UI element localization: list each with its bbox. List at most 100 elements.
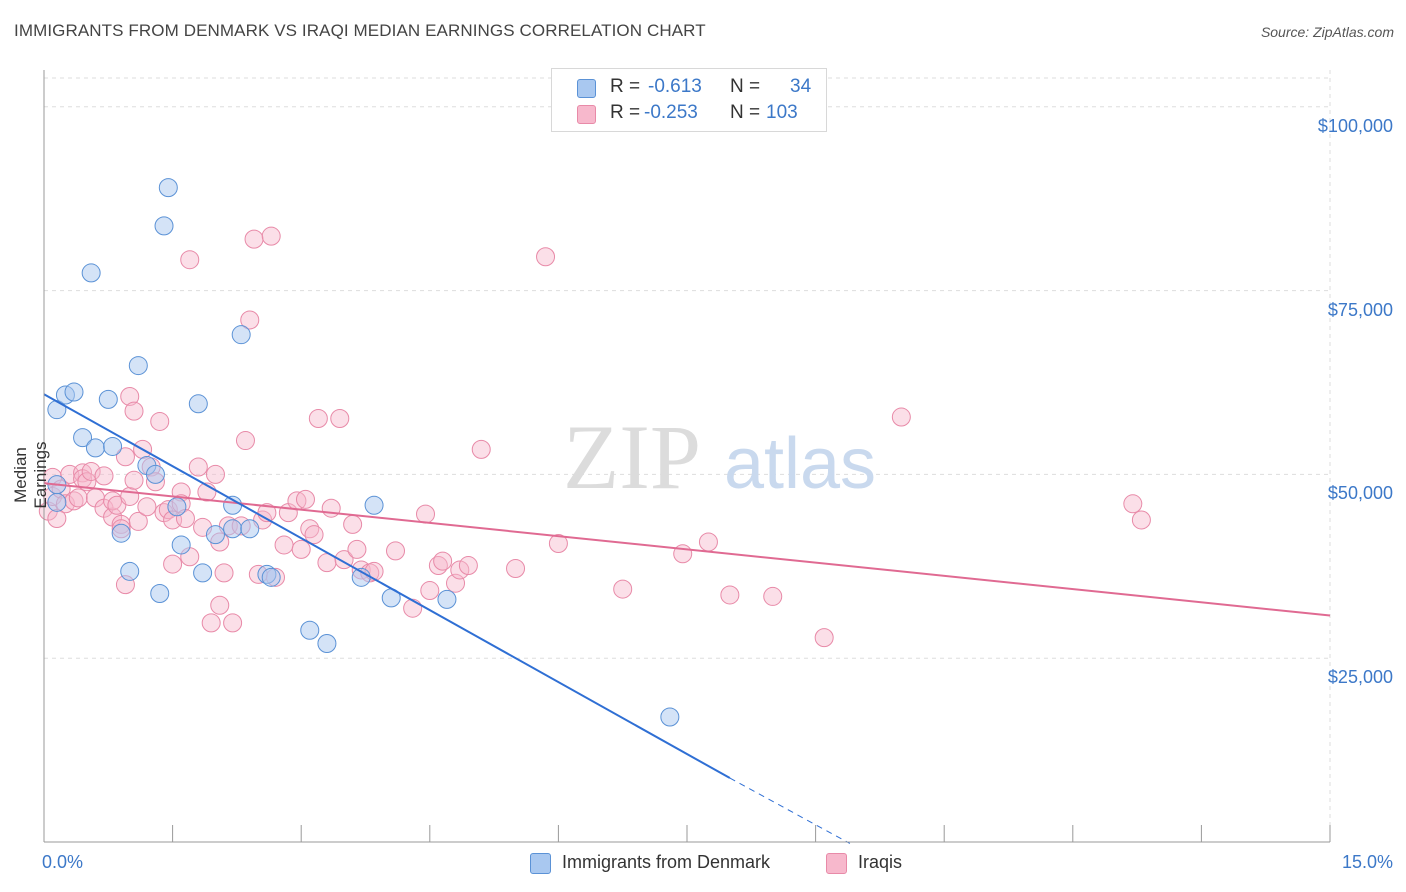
denmark-point	[205, 525, 225, 545]
iraqis-point	[308, 409, 328, 429]
iraqis-point	[274, 535, 294, 555]
iraqis-point	[180, 250, 200, 270]
y-tick-label: $50,000	[1327, 483, 1393, 504]
correlation-stats-box: R = -0.613 N = 34 R = -0.253 N = 103	[551, 68, 827, 132]
iraqis-point	[291, 539, 311, 559]
denmark-point	[73, 428, 93, 448]
y-tick-label: $75,000	[1327, 299, 1393, 320]
iraqis-point	[150, 411, 170, 431]
denmark-trend-line	[43, 393, 731, 779]
iraqis-point	[124, 470, 144, 490]
iraqis-point	[205, 464, 225, 484]
stats-r-label: R =	[610, 76, 641, 97]
stats-n-value: 103	[766, 102, 798, 123]
denmark-point	[167, 497, 187, 517]
denmark-point	[98, 389, 118, 409]
iraqis-point	[548, 533, 568, 553]
denmark-trend-extension	[729, 777, 851, 844]
iraqis-point	[386, 541, 406, 561]
iraqis-point	[120, 486, 140, 506]
legend-label-denmark: Immigrants from Denmark	[562, 852, 771, 872]
watermark-zip: ZIP	[563, 406, 701, 508]
denmark-point	[193, 563, 213, 583]
iraqis-point	[124, 401, 144, 421]
iraqis-point	[94, 466, 114, 486]
iraqis-point	[137, 497, 157, 517]
source-label: Source: ZipAtlas.com	[1260, 24, 1394, 40]
denmark-point	[188, 394, 208, 414]
iraqis-point	[128, 511, 148, 531]
denmark-point	[111, 523, 131, 543]
iraqis-point	[458, 556, 478, 576]
iraqis-point	[763, 586, 783, 606]
stats-r-label: R =	[610, 102, 641, 123]
denmark-point	[154, 216, 174, 236]
iraqis-point	[613, 579, 633, 599]
watermark: ZIP atlas	[563, 406, 876, 508]
iraqis-point	[450, 560, 470, 580]
iraqis-point	[214, 563, 234, 583]
iraqis-point	[471, 439, 491, 459]
x-tick-label-max: 15.0%	[1341, 852, 1393, 872]
iraqis-point	[1123, 494, 1143, 514]
denmark-point	[85, 438, 105, 458]
y-axis-label: Median Earnings	[11, 441, 50, 509]
legend-swatch-denmark	[530, 853, 551, 874]
watermark-atlas: atlas	[724, 424, 876, 504]
iraqis-point	[295, 489, 315, 509]
iraqis-point	[115, 447, 135, 467]
iraqis-point	[321, 498, 341, 518]
iraqis-trend-line	[43, 482, 1331, 617]
iraqis-point	[506, 558, 526, 578]
iraqis-point	[304, 525, 324, 545]
denmark-point	[660, 707, 680, 727]
iraqis-point	[68, 488, 88, 508]
denmark-point	[64, 382, 84, 402]
stats-swatch-denmark	[577, 79, 596, 98]
denmark-point	[223, 519, 243, 539]
stats-r-value: -0.613	[648, 76, 702, 97]
stats-n-label: N =	[730, 76, 761, 97]
iraqis-point	[347, 539, 367, 559]
iraqis-point	[188, 457, 208, 477]
iraqis-point	[163, 554, 183, 574]
iraqis-point	[235, 431, 255, 451]
stats-row-iraqis: R = -0.253 N = 103	[552, 102, 826, 126]
iraqis-point	[720, 585, 740, 605]
iraqis-point	[1131, 510, 1151, 530]
denmark-point	[364, 495, 384, 515]
stats-row-denmark: R = -0.613 N = 34	[552, 76, 826, 100]
denmark-point	[120, 561, 140, 581]
axes	[43, 70, 1331, 843]
chart-title: IMMIGRANTS FROM DENMARK VS IRAQI MEDIAN …	[14, 21, 706, 40]
iraqis-point	[420, 581, 440, 601]
denmark-point	[300, 620, 320, 640]
legend-label-iraqis: Iraqis	[858, 852, 903, 872]
denmark-point	[317, 633, 337, 653]
denmark-point	[231, 325, 251, 345]
stats-n-value: 34	[790, 76, 812, 97]
iraqis-point	[223, 613, 243, 633]
denmark-point	[150, 583, 170, 603]
denmark-point	[103, 436, 123, 456]
stats-r-value: -0.253	[644, 102, 698, 123]
denmark-point	[437, 589, 457, 609]
iraqis-point	[210, 595, 230, 615]
trend-lines	[43, 393, 1331, 844]
iraqis-point	[330, 409, 350, 429]
denmark-point	[128, 356, 148, 376]
iraqis-point	[240, 310, 260, 330]
iraqis-point	[201, 613, 221, 633]
y-tick-label: $100,000	[1317, 115, 1393, 136]
iraqis-point	[433, 551, 453, 571]
iraqis-point	[416, 504, 436, 524]
denmark-point	[158, 178, 178, 198]
iraqis-point	[891, 407, 911, 427]
iraqis-point	[261, 226, 281, 246]
denmark-point	[240, 519, 260, 539]
iraqis-point	[120, 386, 140, 406]
denmark-point	[171, 535, 191, 555]
denmark-point	[261, 567, 281, 587]
x-tick-label-min: 0.0%	[42, 852, 84, 872]
